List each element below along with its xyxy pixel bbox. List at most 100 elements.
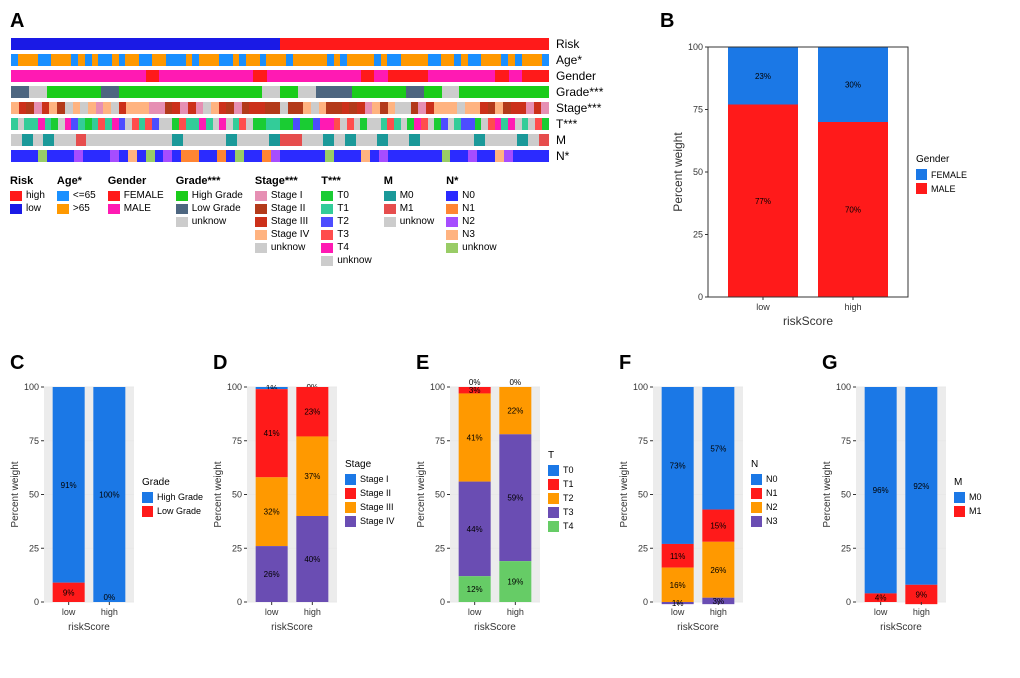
heatmap-row: Gender xyxy=(10,69,650,83)
legend-title: Grade xyxy=(142,477,203,488)
heatmap-track xyxy=(10,53,550,67)
heatmap-tracks: RiskAge*GenderGrade***Stage***T***MN* xyxy=(10,37,650,163)
x-tick-label: high xyxy=(710,607,727,617)
bar-value-label: 11% xyxy=(670,552,685,561)
panel-a-label: A xyxy=(10,10,650,33)
legend-text: FEMALE xyxy=(931,170,967,180)
svg-text:0: 0 xyxy=(34,597,39,607)
legend-text: T4 xyxy=(337,242,349,253)
heatmap-row-label: T*** xyxy=(556,117,577,131)
legend-swatch xyxy=(384,217,396,227)
legend-item: T4 xyxy=(548,521,574,532)
legend-text: Stage III xyxy=(360,502,394,512)
bar-value-label: 32% xyxy=(264,508,280,517)
legend-title: T xyxy=(548,450,574,461)
x-tick-label: low xyxy=(756,302,770,312)
heatmap-track xyxy=(10,117,550,131)
legend-text: N2 xyxy=(462,216,475,227)
legend-title: T*** xyxy=(321,175,371,187)
legend-title: N xyxy=(751,459,778,470)
legend-text: T1 xyxy=(563,479,574,489)
legend-swatch xyxy=(751,502,762,513)
bottom-row: C025507510091%9%low100%0%highriskScorePe… xyxy=(10,352,1010,654)
panel-label: G xyxy=(822,352,1017,375)
legend-text: Low Grade xyxy=(192,203,241,214)
legend-text: high xyxy=(26,190,45,201)
y-axis-title: Percent weight xyxy=(671,132,685,212)
legend-text: T3 xyxy=(563,507,574,517)
heatmap-row: Grade*** xyxy=(10,85,650,99)
legend-item: N1 xyxy=(751,488,778,499)
bar-value-label: 9% xyxy=(916,590,928,599)
legend-title: Grade*** xyxy=(176,175,243,187)
svg-text:0: 0 xyxy=(698,292,703,302)
bar-value-label: 92% xyxy=(913,482,929,491)
bar-value-label: 26% xyxy=(710,566,726,575)
legend-item: M1 xyxy=(954,506,982,517)
legend-swatch xyxy=(384,191,396,201)
svg-text:50: 50 xyxy=(29,490,39,500)
legend-swatch xyxy=(321,204,333,214)
legend-text: unknow xyxy=(400,216,434,227)
legend-text: T0 xyxy=(563,465,574,475)
panel-g: G025507510096%4%low92%9%highriskScorePer… xyxy=(822,352,1017,654)
legend-swatch xyxy=(446,243,458,253)
bar-value-label: 4% xyxy=(875,594,887,603)
x-tick-label: low xyxy=(265,607,279,617)
heatmap-track xyxy=(10,101,550,115)
legend-item: T3 xyxy=(548,507,574,518)
bar-value-label: 26% xyxy=(264,570,280,579)
panel-label: D xyxy=(213,352,408,375)
legend-swatch xyxy=(446,217,458,227)
bar-value-label: 40% xyxy=(304,555,320,564)
bar-value-label: 70% xyxy=(845,206,861,215)
legend-text: Stage IV xyxy=(271,229,309,240)
panel-f: F025507510073%11%16%1%low57%15%26%3%high… xyxy=(619,352,814,654)
legend-text: M0 xyxy=(400,190,414,201)
legend-text: N3 xyxy=(766,516,778,526)
legend-swatch xyxy=(57,204,69,214)
heatmap-row: Risk xyxy=(10,37,650,51)
legend-swatch xyxy=(321,243,333,253)
legend-swatch xyxy=(255,217,267,227)
svg-text:75: 75 xyxy=(638,436,648,446)
legend-swatch xyxy=(176,217,188,227)
x-tick-label: low xyxy=(874,607,888,617)
bar-value-label: 16% xyxy=(670,581,686,590)
legend-text: unknow xyxy=(271,242,305,253)
legend-item: unknow xyxy=(255,242,309,253)
legend-swatch xyxy=(916,169,927,180)
svg-text:25: 25 xyxy=(29,543,39,553)
top-row: A RiskAge*GenderGrade***Stage***T***MN* … xyxy=(10,10,1010,332)
legend-title: Risk xyxy=(10,175,45,187)
bar-value-label: 59% xyxy=(507,494,523,503)
heatmap-row-label: N* xyxy=(556,149,569,163)
heatmap-row-label: Grade*** xyxy=(556,85,603,99)
legend-item: T0 xyxy=(321,190,371,201)
heatmap-row-label: Age* xyxy=(556,53,582,67)
svg-text:0: 0 xyxy=(237,597,242,607)
legend-swatch xyxy=(446,191,458,201)
legend-swatch xyxy=(548,493,559,504)
legend-item: N2 xyxy=(446,216,496,227)
x-tick-label: high xyxy=(304,607,321,617)
y-axis-title: Percent weight xyxy=(416,461,427,527)
legend-text: N2 xyxy=(766,502,778,512)
legend-item: Stage I xyxy=(255,190,309,201)
legend-swatch xyxy=(548,521,559,532)
legend-item: FEMALE xyxy=(108,190,164,201)
svg-text:100: 100 xyxy=(633,382,648,392)
legend-group: Stage***Stage IStage IIStage IIIStage IV… xyxy=(255,175,309,268)
heatmap-legends: RiskhighlowAge*<=65>65GenderFEMALEMALEGr… xyxy=(10,175,650,268)
legend-text: Low Grade xyxy=(157,506,201,516)
legend-item: T2 xyxy=(321,216,371,227)
legend-text: FEMALE xyxy=(124,190,164,201)
panel-e: E02550751000%3%41%44%12%low0%22%59%19%hi… xyxy=(416,352,611,654)
legend-text: High Grade xyxy=(157,492,203,502)
svg-text:75: 75 xyxy=(841,436,851,446)
legend-text: T0 xyxy=(337,190,349,201)
legend-swatch xyxy=(255,243,267,253)
svg-text:50: 50 xyxy=(638,490,648,500)
legend-swatch xyxy=(446,230,458,240)
legend-item: T1 xyxy=(321,203,371,214)
